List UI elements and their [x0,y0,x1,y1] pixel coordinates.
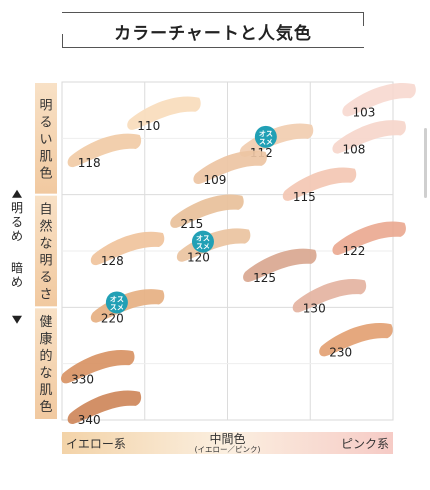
shade-label: 220 [101,311,124,325]
y-band-background [35,83,57,194]
recommended-badge [191,230,214,253]
shade-swatch [319,322,393,357]
title-frame-right-tick [363,12,364,26]
shade-swatch [342,82,416,117]
x-category-neutral-sub: (イエロー／ピンク) [195,445,261,454]
shade-label: 130 [303,301,326,315]
y-band-background [35,308,57,419]
shade-340: 340 [67,390,142,427]
shade-points: 103110108112オススメ118109115215120オススメ12212… [61,82,416,427]
shade-swatch [90,289,165,323]
shade-110: 110 [127,96,201,133]
shade-109: 109 [193,150,267,187]
undertone-gradient-bar [62,432,393,454]
shade-330: 330 [61,349,135,386]
scrollbar[interactable] [424,128,427,198]
shade-215: 215 [170,194,244,231]
shade-label: 122 [343,244,366,258]
shade-swatch [67,133,142,168]
shade-label: 215 [180,217,203,231]
shade-118: 118 [67,133,142,170]
shade-label: 118 [78,156,101,170]
badge-text-top: オス [110,295,124,303]
title-frame-top-line [62,12,364,13]
shade-130: 130 [292,279,367,315]
shade-128: 128 [90,231,165,268]
shade-108: 108 [332,120,406,156]
recommended-badge [254,125,277,148]
badge-text-bottom: スメ [259,138,273,146]
shade-swatch [61,349,135,384]
shade-swatch [292,279,367,313]
shade-label: 109 [204,173,227,187]
shade-label: 125 [253,271,276,285]
shade-230: 230 [319,322,393,359]
darker-label: 暗め [11,260,23,289]
shade-label: 330 [71,372,94,386]
shade-label: 340 [78,413,101,427]
title-frame: カラーチャートと人気色 [62,12,364,48]
shade-122: 122 [332,221,406,258]
shade-swatch [332,120,406,154]
y-band-background [35,195,57,307]
shade-swatch [193,150,267,184]
x-category-pink: ピンク系 [341,437,389,451]
shade-swatch [127,96,201,130]
shade-swatch [332,221,406,255]
up-arrow-icon [12,189,22,198]
shade-115: 115 [282,167,357,204]
shade-swatch [170,194,244,228]
undertone-axis: イエロー系 中間色(イエロー／ピンク) ピンク系 [62,431,393,454]
x-category-yellow: イエロー系 [66,437,126,451]
y-band-label: 健康的な肌色 [39,315,52,415]
shade-label: 128 [101,254,124,268]
shade-label: 103 [352,105,375,119]
shade-125: 125 [243,248,317,285]
brighter-label: 明るめ [11,201,23,243]
shade-label: 108 [343,142,366,156]
shade-swatch [282,167,357,201]
title-frame-left-tick [62,34,63,48]
title-frame-bottom-line [62,47,364,48]
x-category-neutral: 中間色 [209,431,245,446]
shade-label: 110 [137,119,160,133]
shade-label: 115 [293,190,316,204]
badge-text-top: オス [196,235,210,243]
recommended-badge [105,291,128,314]
shade-103: 103 [342,82,416,119]
y-band-label: 自然な明るさ [39,203,52,303]
shade-swatch [239,123,314,157]
shade-swatch [243,248,317,283]
y-band-label: 明るい肌色 [39,98,52,181]
badge-text-top: オス [259,130,273,138]
badge-text-bottom: スメ [110,303,124,311]
shade-label: 120 [187,251,210,265]
badge-text-bottom: スメ [196,243,210,251]
chart-title: カラーチャートと人気色 [114,24,312,44]
down-arrow-icon [12,315,22,324]
shade-swatch [90,231,165,266]
shade-swatch [176,228,251,262]
shade-label: 230 [329,345,352,359]
shade-swatch [67,390,142,424]
